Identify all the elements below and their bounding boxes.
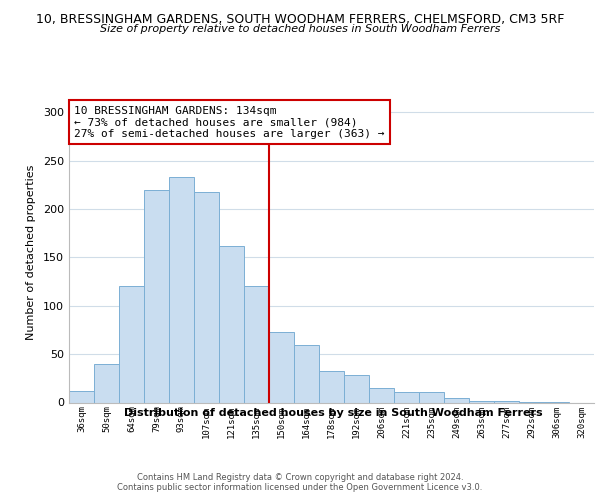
Y-axis label: Number of detached properties: Number of detached properties (26, 165, 36, 340)
Bar (394, 392, 419, 402)
Bar (419, 392, 444, 402)
Bar (144, 190, 169, 402)
Bar (269, 332, 294, 402)
Text: Size of property relative to detached houses in South Woodham Ferrers: Size of property relative to detached ho… (100, 24, 500, 34)
Bar (119, 286, 144, 403)
Bar (219, 246, 244, 402)
Bar (94, 364, 119, 403)
Bar (444, 398, 469, 402)
Bar (469, 400, 494, 402)
Bar (244, 286, 269, 403)
Bar (294, 346, 319, 403)
Bar (319, 370, 344, 402)
Text: 10 BRESSINGHAM GARDENS: 134sqm
← 73% of detached houses are smaller (984)
27% of: 10 BRESSINGHAM GARDENS: 134sqm ← 73% of … (74, 106, 385, 138)
Bar (494, 400, 519, 402)
Bar (344, 376, 369, 402)
Bar (69, 391, 94, 402)
Bar (194, 192, 219, 402)
Text: Distribution of detached houses by size in South Woodham Ferrers: Distribution of detached houses by size … (124, 408, 542, 418)
Bar (369, 388, 394, 402)
Text: 10, BRESSINGHAM GARDENS, SOUTH WOODHAM FERRERS, CHELMSFORD, CM3 5RF: 10, BRESSINGHAM GARDENS, SOUTH WOODHAM F… (36, 12, 564, 26)
Text: Contains HM Land Registry data © Crown copyright and database right 2024.
Contai: Contains HM Land Registry data © Crown c… (118, 472, 482, 492)
Bar (169, 177, 194, 402)
